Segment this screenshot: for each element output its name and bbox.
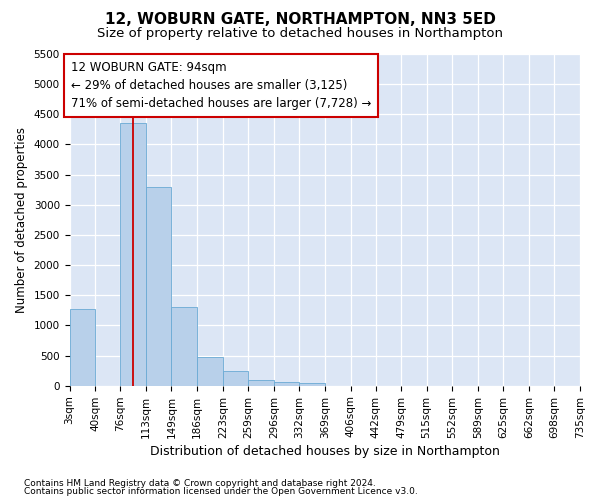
Bar bbox=[274, 382, 299, 386]
Bar bbox=[70, 309, 95, 386]
Text: 12 WOBURN GATE: 94sqm
← 29% of detached houses are smaller (3,125)
71% of semi-d: 12 WOBURN GATE: 94sqm ← 29% of detached … bbox=[71, 61, 371, 110]
Bar bbox=[223, 371, 248, 386]
Bar bbox=[197, 357, 223, 386]
Bar bbox=[121, 124, 146, 386]
Y-axis label: Number of detached properties: Number of detached properties bbox=[15, 127, 28, 313]
Bar bbox=[146, 186, 172, 386]
Text: 12, WOBURN GATE, NORTHAMPTON, NN3 5ED: 12, WOBURN GATE, NORTHAMPTON, NN3 5ED bbox=[104, 12, 496, 28]
Bar bbox=[299, 382, 325, 386]
X-axis label: Distribution of detached houses by size in Northampton: Distribution of detached houses by size … bbox=[150, 444, 500, 458]
Bar bbox=[172, 308, 197, 386]
Bar bbox=[248, 380, 274, 386]
Text: Contains HM Land Registry data © Crown copyright and database right 2024.: Contains HM Land Registry data © Crown c… bbox=[24, 478, 376, 488]
Text: Size of property relative to detached houses in Northampton: Size of property relative to detached ho… bbox=[97, 28, 503, 40]
Text: Contains public sector information licensed under the Open Government Licence v3: Contains public sector information licen… bbox=[24, 487, 418, 496]
